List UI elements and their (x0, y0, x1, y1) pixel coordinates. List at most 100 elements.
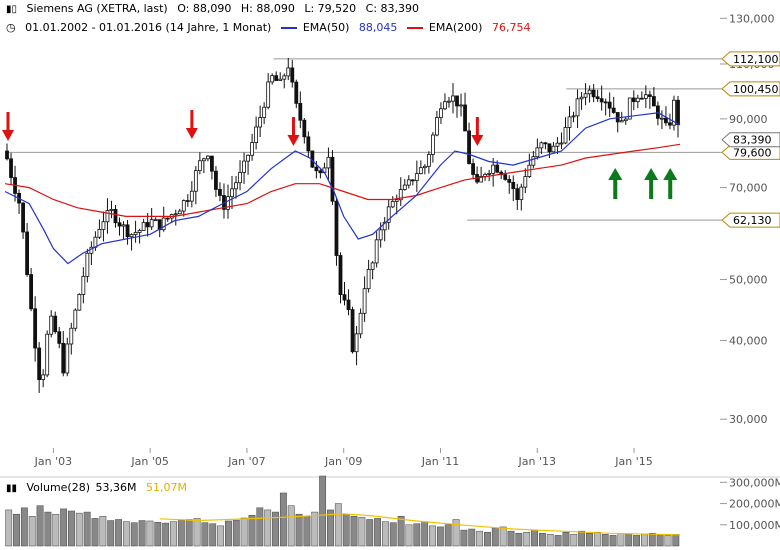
volume-bar (389, 522, 397, 547)
volume-bar (460, 529, 468, 547)
candle-body (362, 288, 367, 314)
candle-body (631, 97, 636, 103)
candle-body (591, 89, 596, 98)
y-tick-label: 30,000 (729, 413, 768, 426)
candle-body (197, 160, 202, 172)
candlesticks (5, 57, 680, 393)
candle-body (672, 99, 676, 126)
y-tick-label: 90,000 (729, 113, 768, 126)
volume-bar (342, 513, 350, 547)
high-value: H: 88,090 (240, 2, 295, 15)
level-label-box (721, 144, 780, 160)
volume-bar (648, 533, 656, 547)
volume-bar (193, 518, 201, 547)
candle-body (563, 127, 568, 144)
candle-body (81, 275, 86, 295)
volume-bar (146, 520, 154, 547)
candle-body (278, 78, 283, 81)
volume-bar (68, 510, 75, 547)
candle-body (656, 105, 660, 119)
candle-body (595, 96, 600, 100)
volume-bar (209, 523, 217, 547)
candle-body (410, 179, 415, 182)
level-label: 100,450 (733, 83, 779, 96)
close-value: C: 83,390 (365, 2, 420, 15)
candle-body (33, 308, 38, 349)
ema200-value: 76,754 (491, 21, 531, 34)
y-tick-label: 50,000 (729, 274, 768, 287)
instrument-title: Siemens AG (XETRA, last) (26, 2, 168, 15)
candle-body (334, 200, 339, 256)
candle-body (507, 179, 512, 183)
candle-body (338, 255, 343, 296)
candle-body (37, 347, 42, 380)
candle-body (511, 182, 516, 190)
candle-body (77, 294, 82, 311)
candle-body (447, 100, 451, 103)
level-label: 62,130 (733, 214, 772, 227)
candle-body (298, 102, 303, 121)
candle-body (394, 199, 399, 202)
x-tick-label: Jan '11 (421, 455, 459, 468)
candle-body (579, 96, 584, 100)
candle-body (366, 268, 371, 290)
level-label: 112,100 (733, 53, 779, 66)
candle-body (141, 222, 146, 231)
candle-body (302, 119, 307, 138)
sell-arrow (185, 110, 198, 139)
candle-body (382, 221, 387, 231)
x-tick-label: Jan '13 (518, 455, 556, 468)
candle-body (314, 166, 319, 172)
candle-body (242, 160, 246, 173)
chart-type-icon: ▮▯ (6, 4, 18, 15)
candle-body (25, 231, 29, 275)
volume-bar (334, 503, 342, 547)
candle-body (286, 67, 291, 77)
y-tick-label: 70,000 (729, 182, 768, 195)
candle-body (230, 188, 234, 198)
volume-bar (664, 535, 672, 547)
buy-arrow (608, 168, 623, 199)
candle-body (282, 75, 287, 80)
volume-bar (217, 525, 225, 547)
volume-bar (256, 507, 264, 547)
candle-body (603, 101, 608, 104)
candle-body (274, 75, 279, 81)
volume-bar (499, 526, 507, 547)
candle-body (101, 221, 106, 230)
candle-body (527, 164, 532, 177)
candle-body (559, 142, 564, 145)
candle-body (587, 89, 592, 95)
candle-body (137, 230, 142, 233)
candle-body (459, 104, 463, 107)
volume-bar (523, 531, 531, 547)
candle-body (547, 143, 552, 153)
candle-body (463, 104, 467, 132)
volume-bar (177, 520, 185, 547)
candle-body (515, 188, 520, 201)
volume-bar (295, 513, 303, 547)
candle-body (639, 97, 644, 100)
candle-body (254, 126, 259, 143)
volume-bar (201, 522, 209, 547)
volume-bar (593, 531, 601, 547)
candle-body (226, 196, 230, 210)
buy-arrow (644, 168, 659, 199)
ema200-line (4, 143, 681, 217)
y-tick-label: 130,000 (729, 12, 775, 25)
candle-body (358, 312, 363, 335)
date-range: 01.01.2002 - 01.01.2016 (14 Jahre, 1 Mon… (25, 21, 272, 34)
volume-bar (272, 511, 279, 547)
candle-body (555, 142, 560, 147)
candle-body (651, 96, 656, 107)
x-tick-label: Jan '15 (614, 455, 652, 468)
ema50-swatch (280, 27, 297, 29)
volume-bar (13, 513, 20, 547)
candle-body (619, 120, 624, 123)
sell-arrow (2, 112, 14, 141)
candle-body (390, 200, 395, 208)
candle-body (177, 210, 182, 215)
candle-body (402, 184, 407, 190)
level-label-box (721, 51, 780, 67)
